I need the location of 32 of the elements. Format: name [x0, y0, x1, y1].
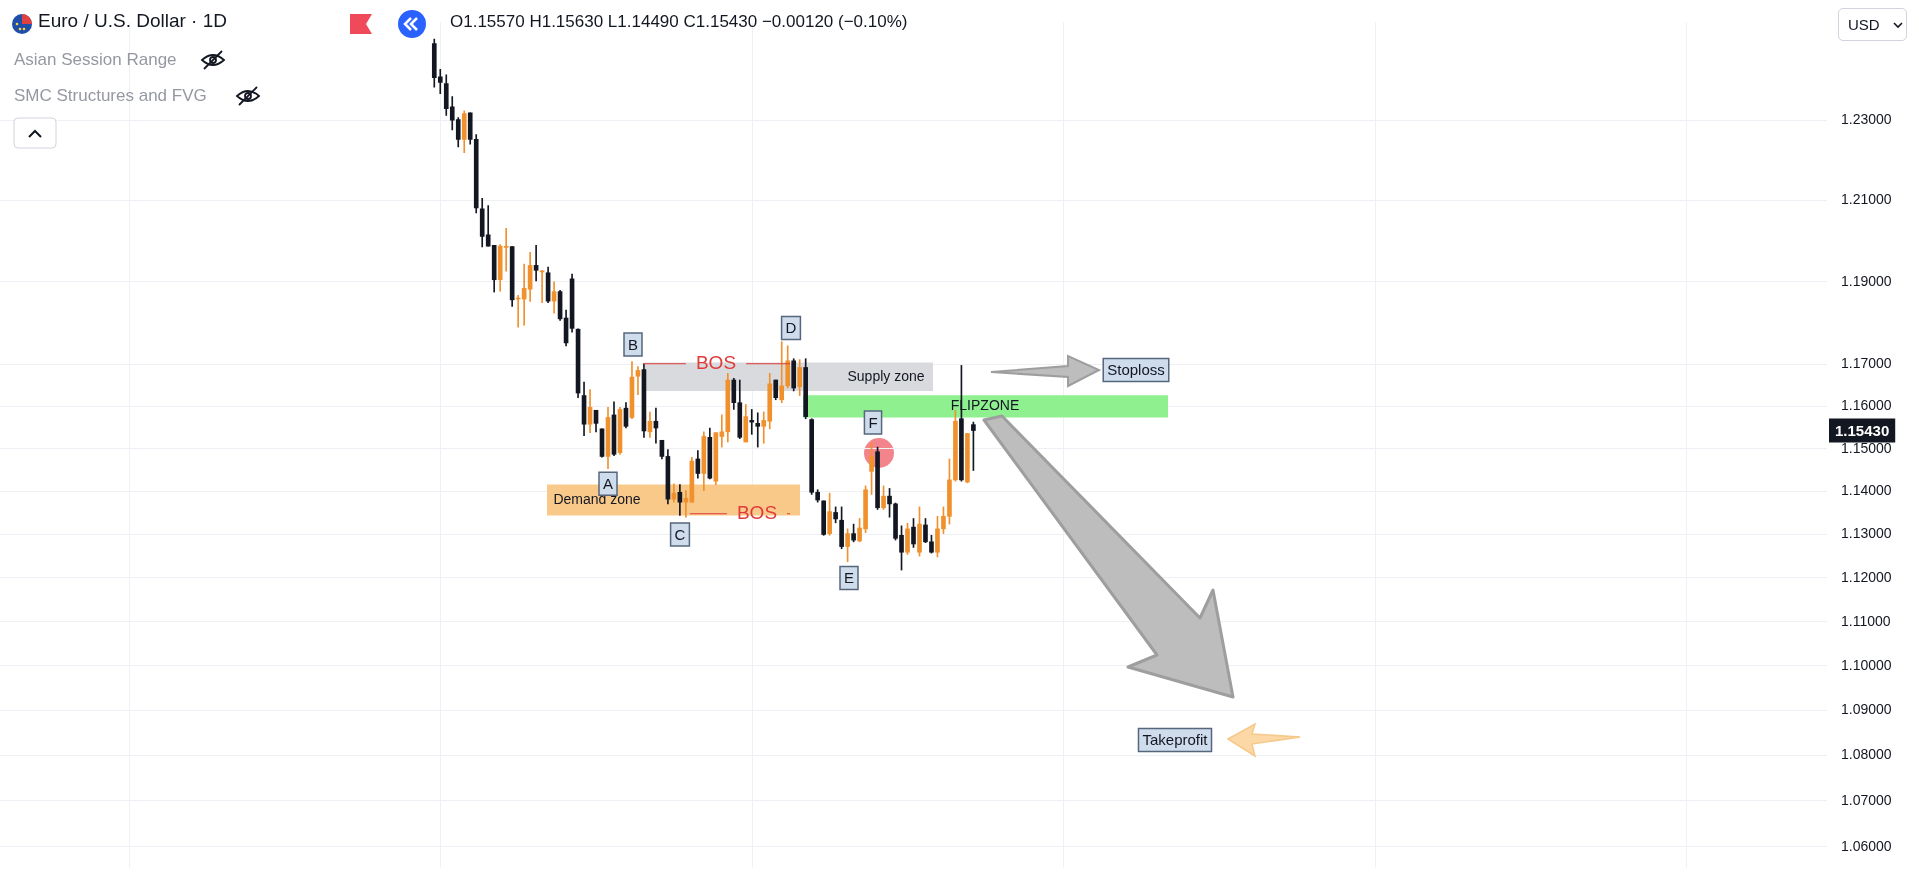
annotation: B [627, 335, 639, 353]
annotation: F [868, 413, 878, 431]
annotation: E [843, 569, 855, 587]
y-tick-label: 1.07000 [1841, 791, 1892, 808]
annotation: Asian Session Range [14, 50, 177, 70]
y-tick-label: 1.10000 [1841, 656, 1892, 673]
y-tick-label: 1.06000 [1841, 837, 1892, 854]
y-tick-label: 1.16000 [1841, 397, 1892, 414]
annotation: SMC Structures and FVG [14, 86, 207, 106]
y-tick-label: 1.12000 [1841, 568, 1892, 585]
annotation: Stoploss [1107, 361, 1165, 379]
y-tick-label: 1.14000 [1841, 482, 1892, 499]
y-tick-label: 1.17000 [1841, 355, 1892, 372]
y-tick-label: 1.09000 [1841, 701, 1892, 718]
band-label: Supply zone [847, 367, 925, 384]
text: 1.15430 [1835, 421, 1890, 439]
annotation: D [785, 319, 797, 337]
annotation: A [602, 474, 614, 492]
text: USD [1838, 8, 1907, 41]
y-tick-label: 1.08000 [1841, 746, 1892, 763]
y-tick-label: 1.23000 [1841, 111, 1892, 128]
y-tick-label: 1.21000 [1841, 191, 1892, 208]
y-tick-label: 1.19000 [1841, 272, 1892, 289]
ref-line-label: BOS [695, 351, 737, 373]
y-tick-label: 1.13000 [1841, 525, 1892, 542]
chart-title: Euro / U.S. Dollar · 1D [38, 10, 227, 32]
annotation: C [674, 525, 686, 543]
annotation: Takeprofit [1142, 731, 1209, 749]
chart-subtitle: O1.15570 H1.15630 L1.14490 C1.15430 −0.00120 (−0.10%) [450, 12, 908, 32]
y-tick-label: 1.11000 [1841, 612, 1891, 629]
y-tick-label: 1.15000 [1841, 439, 1892, 456]
band-label: Demand zone [553, 490, 641, 507]
